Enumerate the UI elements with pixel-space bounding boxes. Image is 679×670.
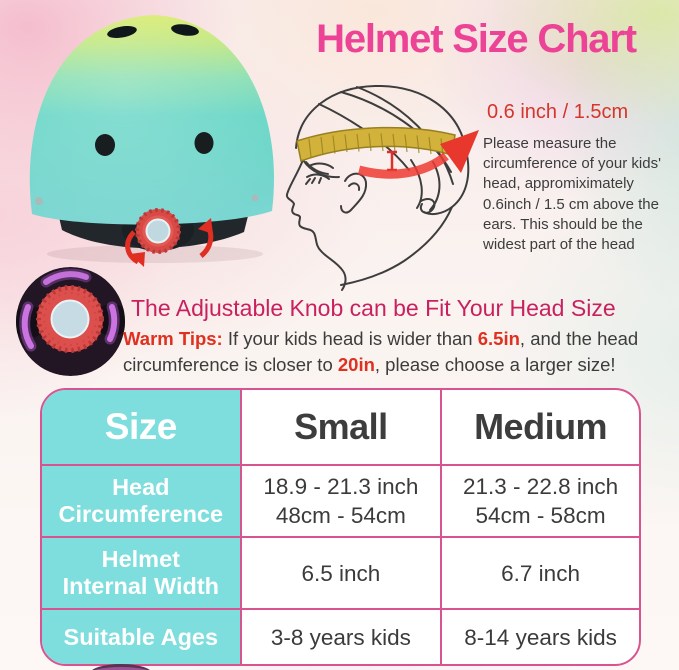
cell-line: 21.3 - 22.8 inch <box>463 474 619 499</box>
vent-hole <box>107 25 137 39</box>
measuring-tape <box>296 126 456 163</box>
measure-line: widest part of the head <box>483 236 635 254</box>
warm-tips-text: If your kids head is wider than <box>222 328 478 349</box>
measure-offset-value: 0.6 inch / 1.5cm <box>487 101 629 123</box>
cropped-object-bottom <box>90 664 152 670</box>
table-cell: 3-8 years kids <box>239 608 441 664</box>
cell-line: 6.5 inch <box>301 560 381 586</box>
warm-tips-note: Warm Tips: If your kids head is wider th… <box>123 326 679 377</box>
cell-line: 6.7 inch <box>501 560 580 586</box>
table-cell: 6.7 inch <box>440 536 639 608</box>
measure-line: Please measure the <box>483 135 617 152</box>
helmet-knob <box>135 208 181 254</box>
measure-line: ears. This should be the <box>483 215 643 233</box>
front-hole <box>95 134 115 156</box>
page-title: Helmet Size Chart <box>316 17 637 61</box>
red-pointer-arrow-icon <box>357 130 479 179</box>
knob-feature-heading: The Adjustable Knob can be Fit Your Head… <box>131 295 616 321</box>
cell-line: 3-8 years kids <box>270 624 411 650</box>
warm-tips-text: , please choose a larger size! <box>374 353 616 375</box>
rivet <box>251 194 259 202</box>
row-label-head-circumference: Head Circumference <box>42 464 240 536</box>
rivet <box>35 197 43 205</box>
row-label-suitable-ages: Suitable Ages <box>42 608 240 664</box>
table-header-medium: Medium <box>440 390 639 464</box>
rotate-arrows-icon <box>125 218 214 267</box>
warm-tips-label: Warm Tips: <box>123 328 223 349</box>
measure-line: circumference of your kids' <box>483 155 661 173</box>
adjustable-knob-photo <box>16 267 125 376</box>
head-measurement-sketch <box>285 84 479 291</box>
table-header-size: Size <box>42 390 240 464</box>
measure-line: head, appromiximately <box>483 175 634 193</box>
table-cell: 21.3 - 22.8 inch 54cm - 58cm <box>440 464 639 536</box>
warm-tips-text: , and the head circumference is closer t… <box>123 328 639 375</box>
cell-line: 48cm - 54cm <box>275 503 406 528</box>
measure-instructions: Please measure the circumference of your… <box>483 134 679 255</box>
table-cell: 8-14 years kids <box>440 608 639 664</box>
warm-tips-circumference-value: 20in <box>337 353 375 375</box>
vent-hole <box>171 24 199 36</box>
size-chart-table: Size Small Medium Head Circumference 18.… <box>40 388 641 666</box>
table-cell: 6.5 inch <box>239 536 441 608</box>
measure-line: 0.6inch / 1.5 cm above the <box>483 195 659 213</box>
helmet-illustration <box>29 15 275 267</box>
cell-line: 18.9 - 21.3 inch <box>263 474 419 499</box>
warm-tips-width-value: 6.5in <box>477 328 520 349</box>
row-label-internal-width: Helmet Internal Width <box>42 536 240 608</box>
cell-line: 54cm - 58cm <box>475 503 606 528</box>
table-cell: 18.9 - 21.3 inch 48cm - 54cm <box>239 464 441 536</box>
table-header-small: Small <box>239 390 441 464</box>
cell-line: 8-14 years kids <box>464 624 617 650</box>
front-hole <box>194 132 214 154</box>
